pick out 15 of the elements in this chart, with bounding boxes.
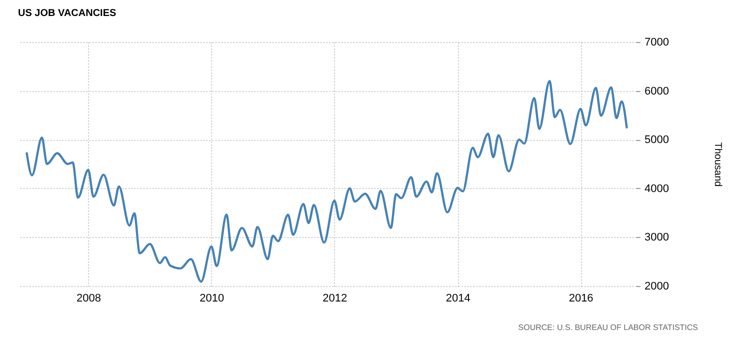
y-tick-label: 4000 [644, 182, 669, 195]
x-tick-label: 2012 [322, 292, 348, 304]
line-series [26, 80, 628, 283]
y-tick-label: 3000 [644, 232, 669, 244]
y-tick-label: 5000 [644, 134, 669, 146]
y-tick-label: 7000 [644, 36, 669, 48]
chart-title: US JOB VACANCIES [18, 8, 116, 19]
y-tick-label: 6000 [644, 85, 669, 98]
y-axis-title: Thousand [712, 142, 723, 187]
x-tick-label: 2014 [446, 292, 470, 304]
x-tick-label: 2008 [76, 292, 101, 304]
y-tick-label: 2000 [644, 280, 669, 292]
x-tick-label: 2010 [200, 292, 224, 304]
source-note: SOURCE: U.S. BUREAU OF LABOR STATISTICS [518, 323, 698, 332]
x-tick-label: 2016 [568, 292, 594, 304]
